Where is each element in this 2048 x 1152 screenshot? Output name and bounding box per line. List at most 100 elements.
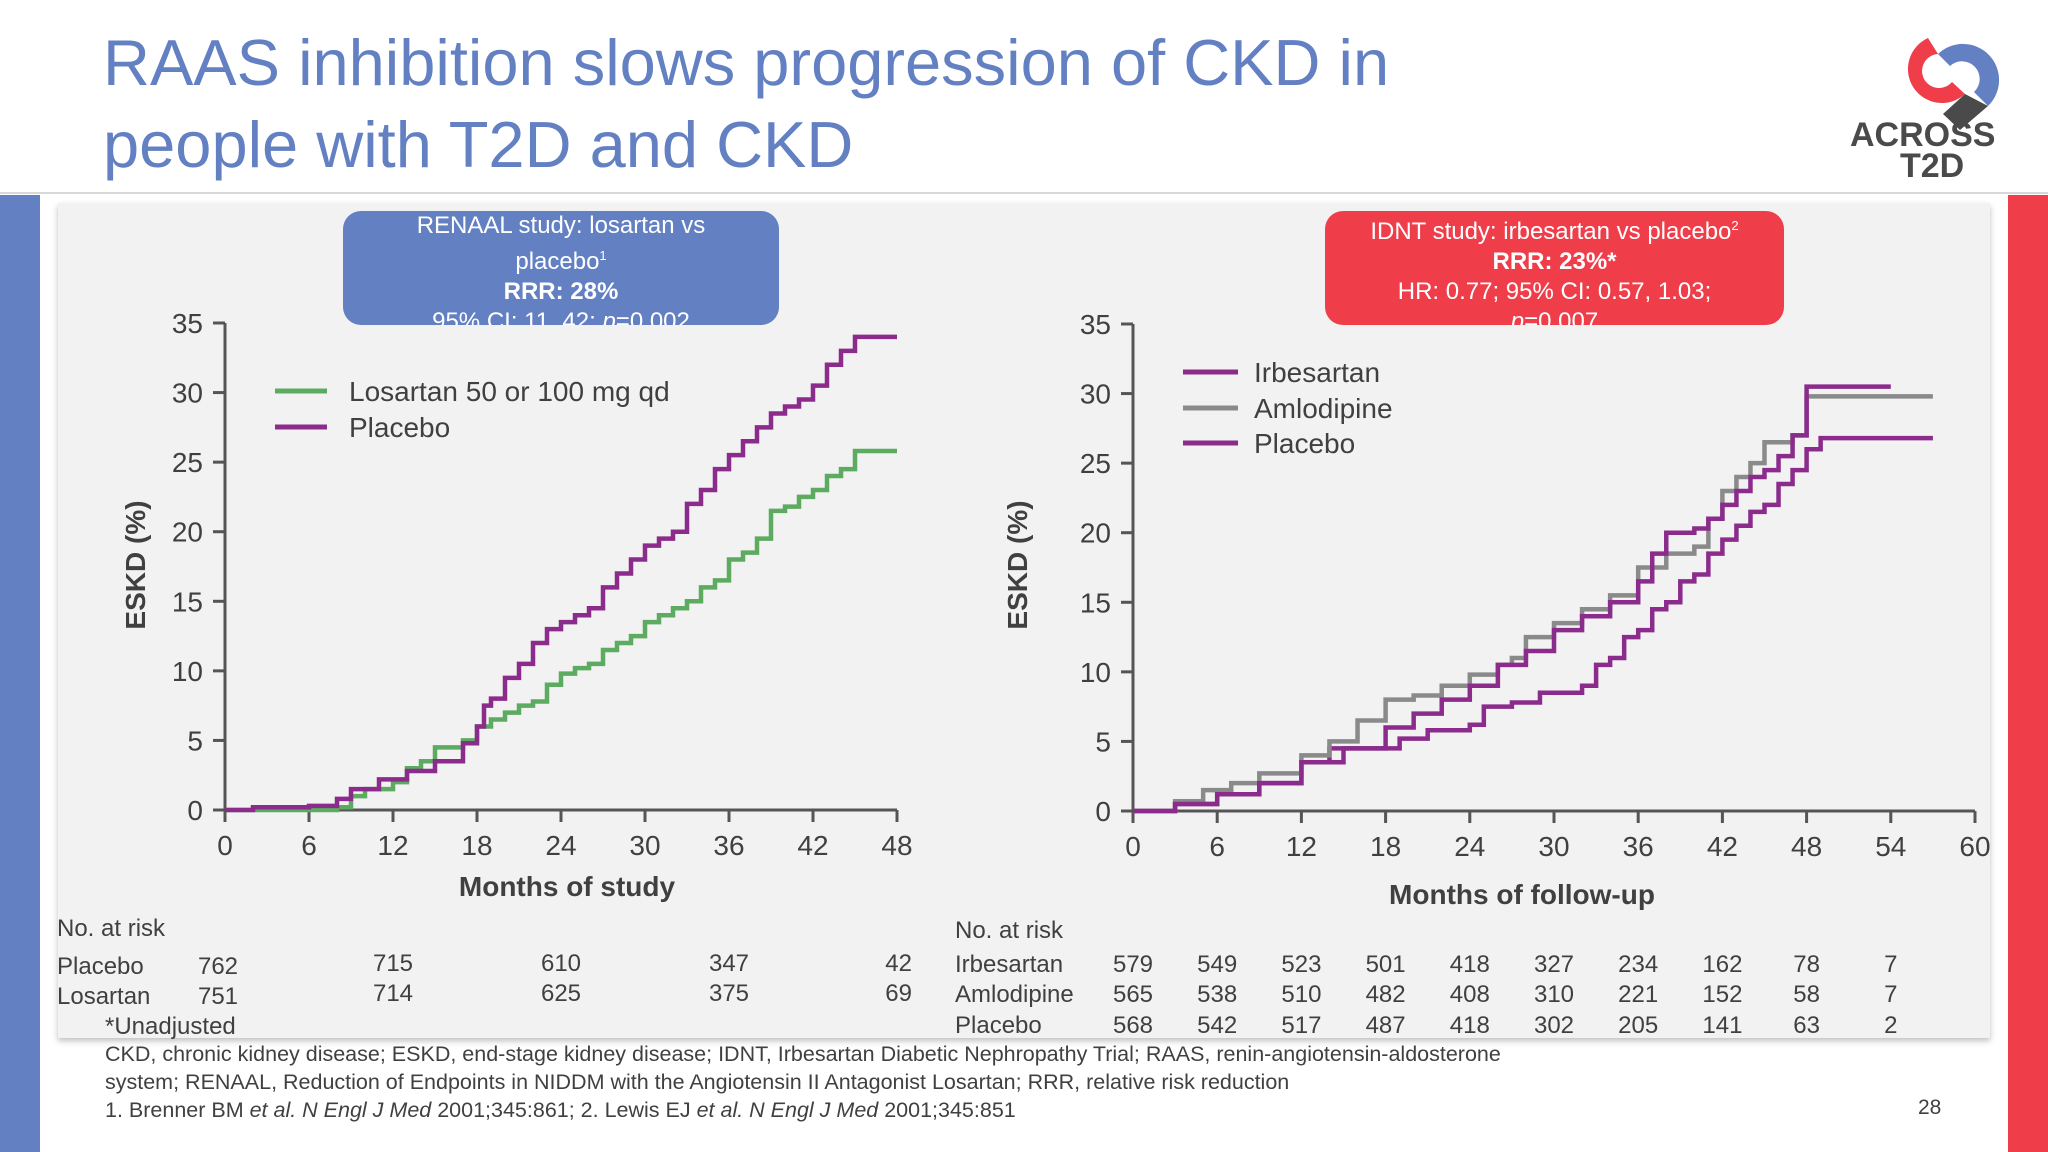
y-tick-label: 0 [187,795,203,826]
across-t2d-logo: ACROSS T2D [1850,22,2040,185]
risk-table-value: 408 [1450,981,1490,1008]
right-risk-row-label: Amlodipine [955,981,1074,1008]
left-risk-header: No. at risk [57,915,166,942]
km-curve-amlodipine [1133,394,1933,814]
risk-table-value: 78 [1793,951,1820,978]
y-tick-label: 20 [172,517,203,548]
idnt-line1: IDNT study: irbesartan vs placebo [1370,218,1732,245]
legend-label-irbesartan: Irbesartan [1254,357,1380,388]
y-tick-label: 5 [187,725,203,756]
risk-table-value: 141 [1702,1012,1742,1039]
risk-table-value: 2 [1884,1012,1897,1039]
km-curve-placebo [225,334,897,813]
y-tick-label: 10 [1080,657,1111,688]
km-curve-losartan-50-or-100-mg-qd [225,448,897,813]
title-line-2: people with T2D and CKD [103,108,854,181]
x-tick-label: 24 [545,830,576,861]
idnt-hr: HR: 0.77; 95% CI: 0.57, 1.03; [1397,278,1712,305]
footnote-abbrev-1: CKD, chronic kidney disease; ESKD, end-s… [105,1042,1501,1066]
ref-text: 1. Brenner BM [105,1098,250,1122]
risk-table-value: 69 [885,980,912,1007]
renaal-line1: RENAAL study: losartan vs [416,212,706,239]
x-tick-label: 48 [881,830,912,861]
y-tick-label: 20 [1080,518,1111,549]
idnt-ref: 2 [1731,218,1739,233]
x-tick-label: 30 [1538,831,1569,862]
risk-table-value: 610 [541,950,581,977]
renaal-ci: 95% CI: 11, 42; [432,308,603,325]
renaal-ref: 1 [599,248,607,263]
footnotes: CKD, chronic kidney disease; ESKD, end-s… [105,1040,1705,1124]
risk-table-value: 375 [709,980,749,1007]
logo-text-across: ACROSS [1850,116,1995,154]
risk-table-value: 418 [1450,951,1490,978]
risk-table-value: 302 [1534,1012,1574,1039]
risk-table-value: 310 [1534,981,1574,1008]
risk-table-value: 517 [1281,1012,1321,1039]
renaal-summary-box: RENAAL study: losartan vs placebo1 RRR: … [343,211,779,325]
title-line-1: RAAS inhibition slows progression of CKD… [103,26,1390,99]
risk-table-value: 42 [885,950,912,977]
x-tick-label: 18 [1370,831,1401,862]
x-tick-label: 54 [1875,831,1906,862]
y-tick-label: 25 [1080,448,1111,479]
risk-table-value: 762 [198,953,238,980]
right-risk-row-label: Placebo [955,1012,1042,1039]
risk-table-value: 7 [1884,951,1897,978]
risk-table-value: 542 [1197,1012,1237,1039]
left-accent-stripe [0,195,40,1152]
right-y-axis-label: ESKD (%) [1002,500,1033,629]
content-panel [58,203,1990,1038]
footnote-references: 1. Brenner BM et al. N Engl J Med 2001;3… [105,1096,1705,1124]
y-tick-label: 35 [1080,309,1111,340]
y-tick-label: 5 [1095,726,1111,757]
risk-table-value: 501 [1366,951,1406,978]
unadjusted-note: *Unadjusted [105,1013,236,1040]
risk-table-value: 63 [1793,1012,1820,1039]
legend-label-amlodipine: Amlodipine [1254,393,1393,424]
risk-table-value: 538 [1197,981,1237,1008]
y-tick-label: 10 [172,656,203,687]
renaal-line2: placebo [515,248,600,275]
right-risk-row-label: Irbesartan [955,951,1063,978]
x-tick-label: 12 [1286,831,1317,862]
y-tick-label: 30 [1080,379,1111,410]
right-accent-stripe [2008,195,2048,1152]
risk-table-value: 327 [1534,951,1574,978]
left-risk-row-label: Losartan [57,983,150,1010]
x-tick-label: 36 [713,830,744,861]
footnote-abbrev-2: system; RENAAL, Reduction of Endpoints i… [105,1070,1290,1094]
legend-label-losartan: Losartan 50 or 100 mg qd [349,376,670,407]
left-y-axis-label: ESKD (%) [120,500,151,629]
risk-table-value: 487 [1366,1012,1406,1039]
x-tick-label: 30 [629,830,660,861]
right-x-axis-label: Months of follow-up [1389,879,1655,910]
risk-table-value: 482 [1366,981,1406,1008]
logo-text-t2d: T2D [1900,147,1964,182]
risk-table-value: 565 [1113,981,1153,1008]
risk-table-value: 205 [1618,1012,1658,1039]
x-tick-label: 0 [1125,831,1141,862]
logo-heart-icon: ACROSS T2D [1850,38,2000,185]
x-tick-label: 0 [217,830,233,861]
risk-table-value: 715 [373,950,413,977]
risk-table-value: 579 [1113,951,1153,978]
idnt-rrr: RRR: 23%* [1492,248,1617,275]
risk-table-value: 347 [709,950,749,977]
risk-table-value: 751 [198,983,238,1010]
risk-table-value: 221 [1618,981,1658,1008]
legend-label-placebo-idnt: Placebo [1254,428,1355,459]
y-tick-label: 15 [1080,587,1111,618]
left-risk-row-label: Placebo [57,953,144,980]
risk-table-value: 714 [373,980,413,1007]
x-tick-label: 18 [461,830,492,861]
y-tick-label: 25 [172,447,203,478]
left-x-axis-label: Months of study [459,871,676,902]
risk-table-value: 234 [1618,951,1658,978]
renaal-p-value: =0.002 [615,308,690,325]
risk-table-value: 625 [541,980,581,1007]
risk-table-value: 510 [1281,981,1321,1008]
y-tick-label: 0 [1095,796,1111,827]
risk-table-value: 523 [1281,951,1321,978]
